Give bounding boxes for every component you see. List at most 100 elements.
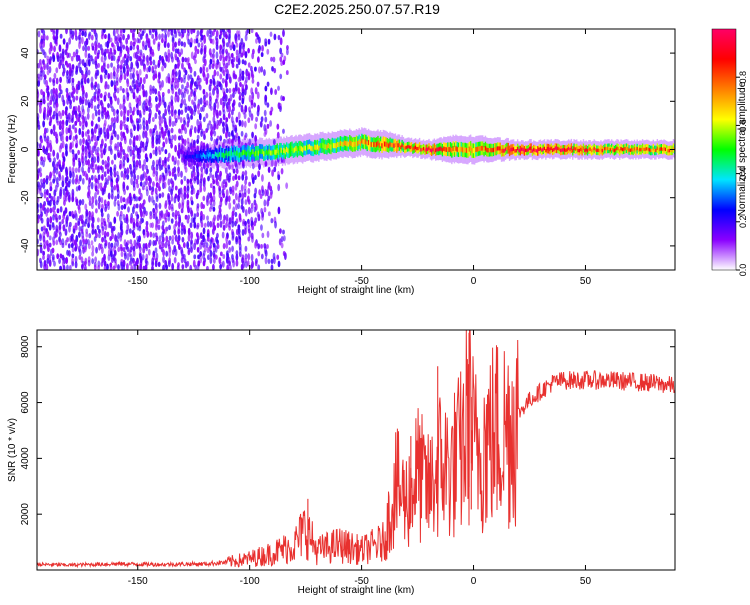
x-tick-label: -50: [354, 276, 369, 287]
spectrogram-speck: [234, 135, 237, 143]
spectrogram-speck: [113, 199, 117, 207]
spectrogram-speck: [91, 113, 95, 121]
spectrogram-speck: [208, 63, 212, 70]
spectrogram-speck: [241, 192, 245, 200]
spectrogram-speck: [100, 48, 104, 56]
spectrogram-band-core: [385, 141, 387, 147]
y-tick-label: 20: [20, 95, 31, 107]
spectrogram-speck: [123, 115, 126, 124]
spectrogram-speck: [93, 236, 97, 243]
spectrogram-speck: [42, 255, 45, 260]
spectrogram-speck: [142, 76, 146, 85]
spectrogram-speck: [147, 116, 151, 125]
spectrogram-band-core: [598, 149, 601, 153]
spectrogram-speck: [261, 174, 264, 182]
spectrogram-speck: [219, 220, 223, 228]
spectrogram-speck: [42, 112, 46, 121]
spectrogram-speck: [179, 116, 183, 123]
spectrogram-speck: [227, 97, 231, 106]
spectrogram-speck: [258, 189, 262, 196]
spectrogram-band-core: [264, 150, 266, 156]
spectrogram-speck: [247, 206, 251, 215]
spectrogram-speck: [212, 199, 216, 207]
spectrogram-speck: [214, 254, 218, 260]
spectrogram-speck: [244, 209, 248, 217]
spectrogram-speck: [126, 246, 130, 253]
spectrogram-speck: [106, 131, 110, 140]
spectrogram-speck: [132, 224, 136, 231]
spectrogram-speck: [128, 260, 132, 266]
spectrogram-speck: [38, 142, 42, 150]
spectrogram-speck: [222, 243, 226, 250]
spectrogram-speck: [119, 163, 122, 170]
spectrogram-band-core: [366, 141, 368, 147]
spectrogram-speck: [280, 52, 284, 58]
spectrogram-speck: [45, 188, 49, 196]
spectrogram-speck: [199, 66, 203, 74]
spectrogram-speck: [101, 236, 104, 243]
spectrogram-band-core: [464, 147, 466, 153]
spectrogram-speck: [55, 239, 59, 246]
spectrogram-speck: [37, 207, 40, 214]
spectrogram-speck: [67, 243, 71, 249]
spectrogram-speck: [279, 73, 283, 80]
spectrogram-band-core: [304, 145, 307, 151]
spectrogram-speck: [40, 138, 43, 144]
spectrogram-speck: [114, 95, 117, 102]
spectrogram-speck: [45, 147, 49, 156]
spectrogram-speck: [88, 243, 91, 250]
spectrogram-speck: [110, 62, 113, 68]
spectrogram-speck: [263, 69, 266, 76]
spectrogram-speck: [59, 33, 63, 39]
spectrogram-band-core: [507, 146, 509, 151]
spectrogram-band-core: [272, 149, 274, 155]
spectrogram-speck: [222, 254, 226, 260]
spectrogram-speck: [205, 167, 209, 175]
spectrogram-speck: [107, 254, 111, 261]
spectrogram-band-core: [359, 140, 362, 146]
spectrogram-speck: [96, 135, 100, 141]
spectrogram-speck: [274, 220, 277, 229]
spectrogram-band-core: [397, 143, 399, 148]
figure-title: C2E2.2025.250.07.57.R19: [274, 1, 440, 17]
spectrogram-speck: [198, 84, 202, 91]
spectrogram-speck: [126, 185, 129, 191]
spectrogram-speck: [158, 149, 162, 156]
spectrogram-speck: [95, 63, 98, 70]
spectrogram-speck: [154, 73, 158, 79]
spectrogram-speck: [65, 220, 69, 228]
spectrogram-band-core: [421, 147, 423, 152]
spectrogram-band-core: [432, 147, 434, 152]
spectrogram-band-core: [643, 147, 645, 152]
spectrogram-speck: [277, 206, 281, 215]
spectrogram-band-core: [300, 146, 303, 152]
spectrogram-band-core: [216, 152, 218, 158]
spectrogram-band-core: [357, 141, 359, 147]
spectrogram-speck: [52, 214, 55, 221]
spectrogram-speck: [93, 48, 97, 55]
spectrogram-speck: [231, 138, 234, 145]
spectrogram-speck: [42, 250, 46, 256]
spectrogram-speck: [85, 231, 89, 238]
spectrogram-speck: [62, 264, 66, 270]
spectrogram-band-core: [615, 148, 617, 152]
spectrogram-speck: [280, 242, 284, 249]
spectrogram-band-core: [628, 148, 630, 152]
spectrogram-speck: [127, 33, 130, 40]
spectrogram-speck: [251, 225, 255, 231]
spectrogram-speck: [132, 231, 136, 239]
spectrogram-band-core: [228, 151, 230, 157]
spectrogram-speck: [183, 91, 186, 99]
spectrogram-speck: [166, 156, 170, 162]
spectrogram-speck: [72, 95, 76, 103]
spectrogram-speck: [85, 173, 89, 181]
spectrogram-speck: [52, 79, 56, 87]
spectrogram-speck: [82, 108, 85, 116]
spectrogram-speck: [138, 118, 141, 123]
spectrogram-speck: [152, 232, 156, 239]
spectrogram-speck: [39, 234, 42, 242]
spectrogram-speck: [240, 130, 244, 137]
spectrogram-speck: [106, 48, 109, 54]
spectrogram-speck: [129, 138, 132, 146]
spectrogram-speck: [162, 255, 165, 264]
